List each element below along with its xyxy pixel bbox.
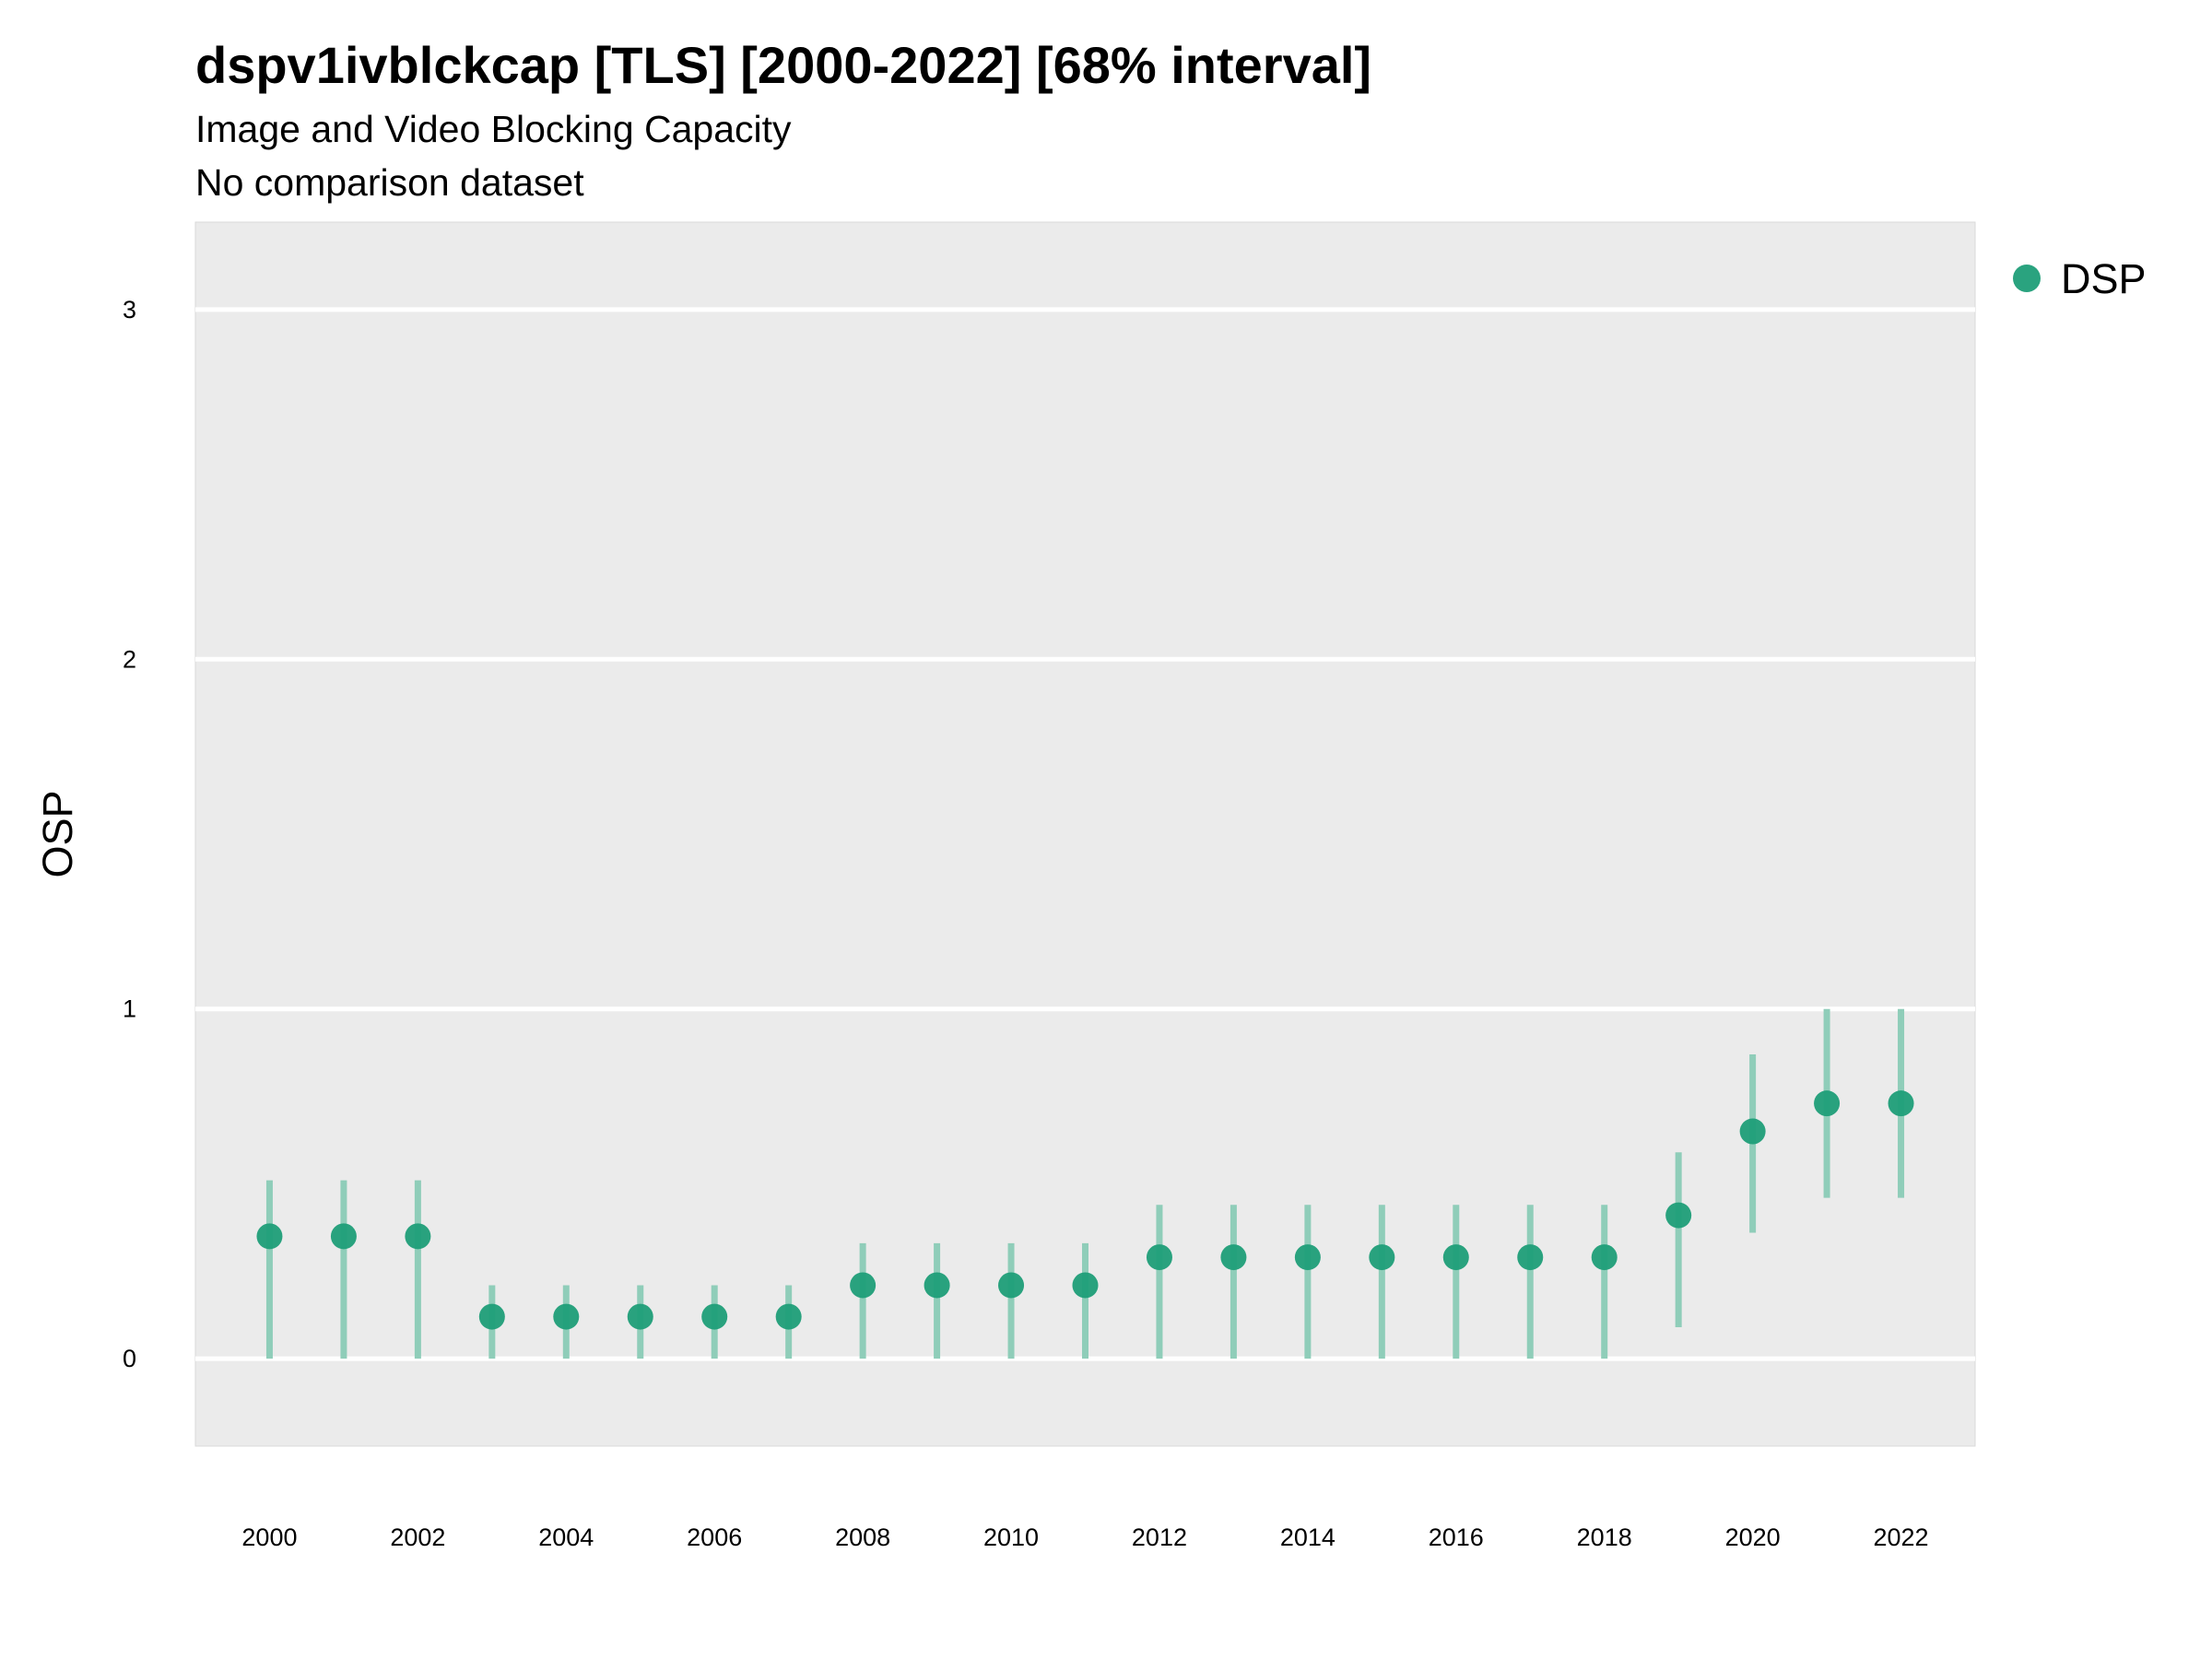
x-tick-label-2010: 2010 bbox=[983, 1524, 1039, 1551]
legend: DSP bbox=[2013, 255, 2147, 302]
data-point-2022 bbox=[1888, 1090, 1914, 1117]
y-tick-label-1: 1 bbox=[123, 995, 136, 1023]
y-axis-title: OSP bbox=[34, 790, 81, 877]
y-tick-label-0: 0 bbox=[123, 1345, 136, 1372]
x-tick-label-2016: 2016 bbox=[1429, 1524, 1484, 1551]
data-point-2020 bbox=[1739, 1118, 1766, 1145]
data-point-2002 bbox=[405, 1223, 431, 1250]
data-point-2021 bbox=[1814, 1090, 1841, 1117]
data-point-2004 bbox=[553, 1303, 580, 1330]
data-point-2018 bbox=[1591, 1244, 1618, 1271]
data-point-2012 bbox=[1146, 1244, 1172, 1271]
data-point-2001 bbox=[330, 1223, 357, 1250]
data-point-2009 bbox=[924, 1272, 950, 1299]
data-point-2006 bbox=[701, 1303, 728, 1330]
data-point-2010 bbox=[998, 1272, 1025, 1299]
chart-title: dspv1ivblckcap [TLS] [2000-2022] [68% in… bbox=[195, 36, 1372, 94]
x-tick-label-2022: 2022 bbox=[1874, 1524, 1929, 1551]
data-points bbox=[256, 1090, 1914, 1330]
x-tick-label-2004: 2004 bbox=[538, 1524, 594, 1551]
data-point-2000 bbox=[256, 1223, 283, 1250]
legend-label-dsp: DSP bbox=[2061, 255, 2147, 302]
data-point-2005 bbox=[627, 1303, 653, 1330]
data-point-2019 bbox=[1665, 1202, 1692, 1229]
data-point-2014 bbox=[1294, 1244, 1321, 1271]
legend-key-dsp bbox=[2013, 265, 2041, 292]
data-point-2008 bbox=[850, 1272, 877, 1299]
x-tick-label-2014: 2014 bbox=[1280, 1524, 1335, 1551]
y-axis-ticks: 0 1 2 3 bbox=[123, 296, 136, 1372]
x-axis-ticks: 2000 2002 2004 2006 2008 2010 2012 2014 2016 2018… bbox=[241, 1524, 1928, 1551]
chart-comparison-note: No comparison dataset bbox=[195, 161, 584, 204]
x-tick-label-2012: 2012 bbox=[1132, 1524, 1187, 1551]
x-tick-label-2006: 2006 bbox=[687, 1524, 742, 1551]
x-tick-label-2008: 2008 bbox=[835, 1524, 890, 1551]
x-tick-label-2020: 2020 bbox=[1725, 1524, 1781, 1551]
x-tick-label-2000: 2000 bbox=[241, 1524, 297, 1551]
data-point-2015 bbox=[1369, 1244, 1395, 1271]
data-point-2016 bbox=[1442, 1244, 1469, 1271]
chart-subtitle: Image and Video Blocking Capacity bbox=[195, 108, 792, 150]
data-point-2003 bbox=[478, 1303, 505, 1330]
data-point-2013 bbox=[1220, 1244, 1247, 1271]
data-point-2007 bbox=[775, 1303, 802, 1330]
x-tick-label-2002: 2002 bbox=[390, 1524, 445, 1551]
y-tick-label-2: 2 bbox=[123, 645, 136, 673]
y-tick-label-3: 3 bbox=[123, 296, 136, 324]
data-point-2017 bbox=[1517, 1244, 1544, 1271]
x-tick-label-2018: 2018 bbox=[1577, 1524, 1632, 1551]
data-point-2011 bbox=[1072, 1272, 1099, 1299]
